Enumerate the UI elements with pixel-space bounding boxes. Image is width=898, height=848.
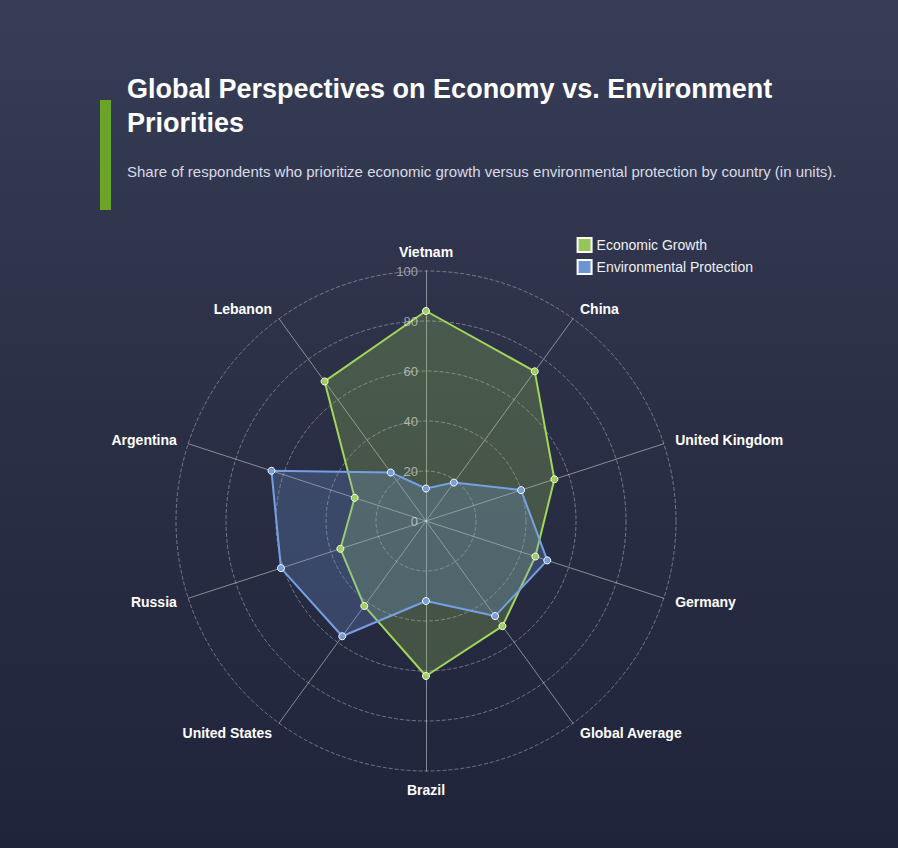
svg-text:Lebanon: Lebanon xyxy=(214,301,272,317)
html-text:Global Perspectives on Economy: Global Perspectives on Economy vs. Envir… xyxy=(127,74,773,138)
svg-text:United Kingdom: United Kingdom xyxy=(675,432,783,448)
svg-text:Russia: Russia xyxy=(131,594,177,610)
svg-text:Global Average: Global Average xyxy=(580,725,682,741)
svg-text:100: 100 xyxy=(396,264,418,279)
svg-text:China: China xyxy=(580,301,619,317)
svg-text:Economic Growth: Economic Growth xyxy=(597,237,707,253)
svg-text:Vietnam: Vietnam xyxy=(399,244,453,260)
svg-text:40: 40 xyxy=(404,414,418,429)
svg-text:United States: United States xyxy=(183,725,273,741)
svg-text:80: 80 xyxy=(404,314,418,329)
svg-text:Germany: Germany xyxy=(675,594,736,610)
svg-text:Brazil: Brazil xyxy=(407,782,445,798)
svg-text:0: 0 xyxy=(411,514,418,529)
html-text:Share of respondents who prior: Share of respondents who prioritize econ… xyxy=(127,163,837,180)
svg-text:Argentina: Argentina xyxy=(111,432,177,448)
svg-text:20: 20 xyxy=(404,464,418,479)
svg-text:60: 60 xyxy=(404,364,418,379)
svg-text:Environmental Protection: Environmental Protection xyxy=(597,259,753,275)
